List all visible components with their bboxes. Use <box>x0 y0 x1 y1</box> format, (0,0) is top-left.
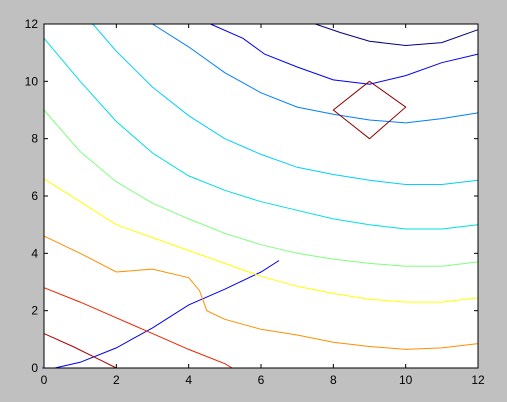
contour-line-3 <box>42 260 280 369</box>
x-tick-label: 2 <box>113 373 120 387</box>
contour-line-4 <box>152 23 479 124</box>
x-tick-label: 8 <box>330 373 337 387</box>
contour-line-2 <box>210 23 479 85</box>
contour-line-9 <box>43 235 479 350</box>
x-tick-label: 12 <box>471 373 485 387</box>
contour-line-6 <box>43 37 479 230</box>
y-tick-label: 6 <box>31 189 38 203</box>
contour-lines <box>42 23 479 369</box>
y-axis-tick-labels: 0 2 4 6 8 10 12 <box>25 17 39 375</box>
contour-line-1 <box>315 23 479 47</box>
y-tick-label: 8 <box>31 132 38 146</box>
contour-line-5 <box>92 23 479 185</box>
contour-line-10 <box>43 287 233 369</box>
y-tick-label: 10 <box>25 74 39 88</box>
x-tick-label: 4 <box>185 373 192 387</box>
x-tick-label: 0 <box>41 373 48 387</box>
x-tick-label: 10 <box>399 373 413 387</box>
plot-area <box>44 24 478 368</box>
y-tick-label: 0 <box>31 361 38 375</box>
y-tick-label: 12 <box>25 17 39 31</box>
contour-line-7 <box>43 109 479 267</box>
x-axis-tick-labels: 0 2 4 6 8 10 12 <box>41 373 485 387</box>
y-tick-label: 2 <box>31 304 38 318</box>
contour-line-11 <box>43 333 117 369</box>
contour-line-8 <box>43 178 479 303</box>
axis-ticks <box>43 23 479 369</box>
y-tick-label: 4 <box>31 246 38 260</box>
contour-line-12 <box>332 80 407 140</box>
x-tick-label: 6 <box>258 373 265 387</box>
